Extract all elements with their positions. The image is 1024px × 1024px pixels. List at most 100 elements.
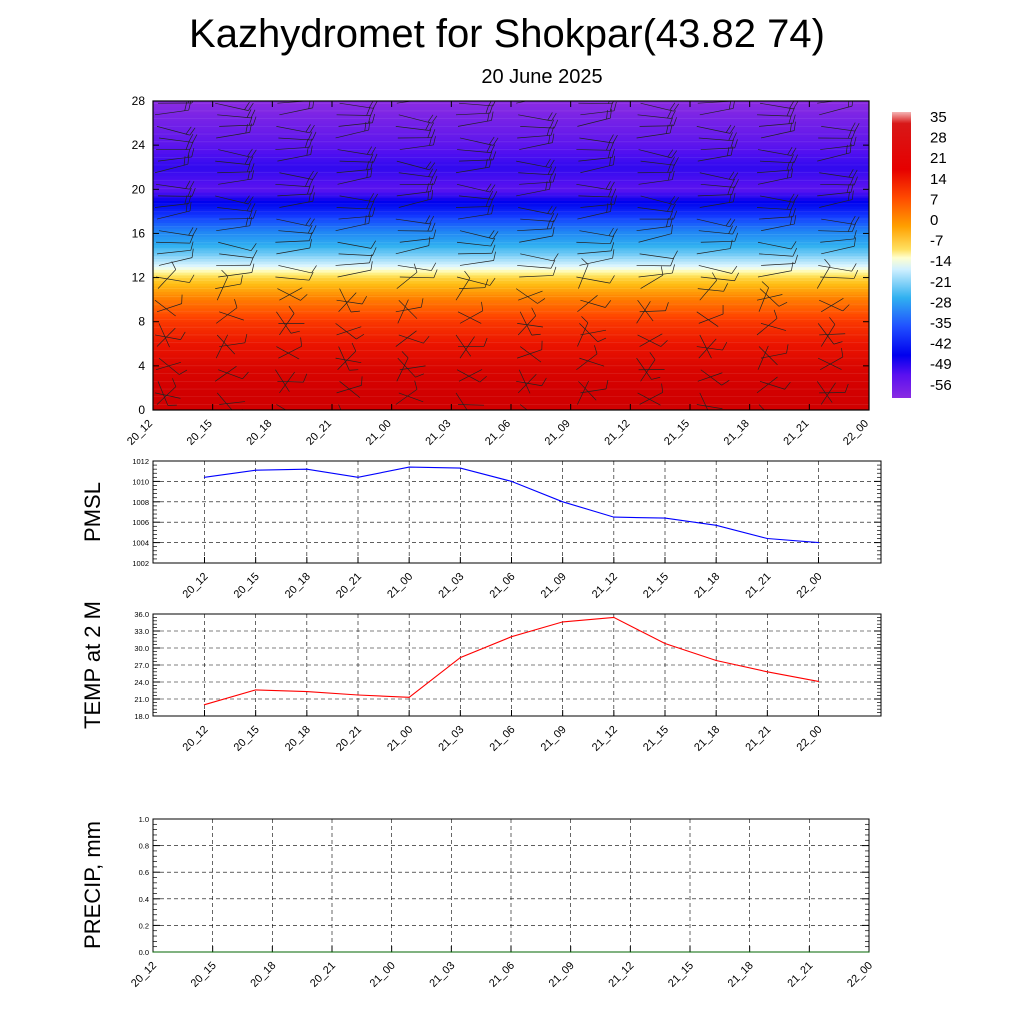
wind-barb-feather <box>244 333 248 343</box>
y-tick-label: 27.0 <box>134 661 149 670</box>
wind-barb-feather <box>786 200 791 210</box>
wind-barb-feather <box>792 247 798 257</box>
wind-barb-feather <box>429 215 435 225</box>
data-point <box>357 476 359 478</box>
wind-barb-staff <box>277 193 312 197</box>
wind-barb-staff <box>456 149 491 153</box>
wind-barb-feather <box>240 275 243 285</box>
data-point <box>689 951 691 953</box>
wind-barb-feather <box>667 109 672 119</box>
wind-barb-staff <box>515 288 538 304</box>
temperature-band <box>153 214 869 218</box>
wind-barb-feather <box>493 251 496 261</box>
wind-barb-staff <box>457 213 492 220</box>
wind-barb-staff <box>456 241 491 247</box>
wind-barb-feather <box>727 186 731 195</box>
wind-barb-feather <box>488 190 494 200</box>
wind-barb-feather <box>479 375 487 383</box>
wind-barb-staff <box>699 280 717 301</box>
wind-barb-staff <box>158 230 193 237</box>
colorbar-label: -28 <box>930 294 952 311</box>
wind-barb-staff <box>699 108 734 116</box>
wind-barb-staff <box>696 346 723 351</box>
wind-barb-staff <box>519 311 533 336</box>
x-tick-label: 21_06 <box>488 571 518 601</box>
wind-barb-feather <box>488 151 493 161</box>
wind-barb-staff <box>517 228 552 232</box>
wind-barb-staff <box>699 172 734 181</box>
temperature-band <box>153 313 869 317</box>
x-tick-label: 20_21 <box>334 724 364 754</box>
wind-barb-feather <box>790 215 793 225</box>
colorbar-label: -42 <box>930 336 952 353</box>
wind-barb-feather <box>310 145 313 155</box>
warm-core <box>480 350 781 410</box>
wind-barb-staff <box>455 112 490 116</box>
temperature-band <box>153 178 869 182</box>
x-tick-label: 22_00 <box>795 724 825 754</box>
wind-barb-staff <box>219 311 244 321</box>
wind-barb-feather <box>433 229 437 239</box>
wind-barb-feather <box>370 261 373 271</box>
wind-barb-feather <box>252 116 257 126</box>
chart-subtitle: 20 June 2025 <box>481 66 603 88</box>
wind-barb-staff <box>640 102 674 112</box>
wind-barb-staff <box>517 323 543 328</box>
y-tick-label: 18.0 <box>134 712 149 721</box>
wind-barb-feather <box>669 196 676 204</box>
wind-barb-feather <box>671 203 676 213</box>
x-tick-label: 20_12 <box>125 418 155 448</box>
temperature-band <box>153 318 869 323</box>
wind-barb-feather <box>189 141 194 150</box>
temperature-band <box>153 296 869 301</box>
wind-barb-feather <box>613 195 617 205</box>
temperature-band <box>153 128 869 132</box>
wind-barb-feather <box>246 163 251 173</box>
wind-barb-staff <box>637 334 662 347</box>
wind-barb-feather <box>300 337 302 347</box>
wind-barb-staff <box>576 149 611 151</box>
wind-barb-staff <box>757 241 792 250</box>
wind-barb-feather <box>609 102 613 112</box>
wind-barb-staff <box>699 201 734 208</box>
data-point <box>808 951 810 953</box>
temperature-band <box>153 352 869 356</box>
wind-barb-feather <box>727 101 729 102</box>
temperature-band <box>153 360 869 364</box>
x-tick-label: 21_21 <box>785 960 815 990</box>
wind-barb-staff <box>640 274 664 289</box>
wind-barb-staff <box>458 287 485 289</box>
wind-barb-feather <box>191 187 196 197</box>
temperature-band <box>153 338 869 342</box>
wind-barb-staff <box>335 129 369 139</box>
wind-barb-feather <box>844 383 849 393</box>
x-tick-label: 20_18 <box>283 571 313 601</box>
wind-barb-staff <box>818 265 852 272</box>
wind-barb-feather <box>309 239 312 249</box>
wind-barb-staff <box>578 381 597 401</box>
wind-barb-staff <box>278 265 312 274</box>
wind-barb-feather <box>189 274 195 283</box>
wind-barb-feather <box>671 150 678 159</box>
wind-barb-staff <box>217 171 252 174</box>
wind-barb-feather <box>361 376 363 386</box>
wind-barb-feather <box>248 102 254 111</box>
wind-barb-feather <box>425 215 431 224</box>
temperature-band <box>153 285 869 290</box>
wind-barb-feather <box>188 227 194 236</box>
y-tick-label: 0.8 <box>139 842 149 851</box>
wind-barb-feather <box>427 129 432 138</box>
wind-barb-feather <box>300 294 308 301</box>
wind-barb-feather <box>850 215 856 225</box>
wind-barb-feather <box>610 235 615 244</box>
wind-barb-feather <box>847 91 849 100</box>
x-tick-label: 20_21 <box>308 960 338 990</box>
y-tick-label: 28 <box>132 94 146 108</box>
wind-barb-feather <box>428 168 434 177</box>
x-tick-label: 21_21 <box>743 724 773 754</box>
x-tick-label: 21_06 <box>483 418 513 448</box>
temperature-band <box>153 299 869 304</box>
wind-barb-feather <box>674 157 679 166</box>
wind-barb-feather <box>671 110 676 119</box>
wind-barb-feather <box>793 101 799 110</box>
